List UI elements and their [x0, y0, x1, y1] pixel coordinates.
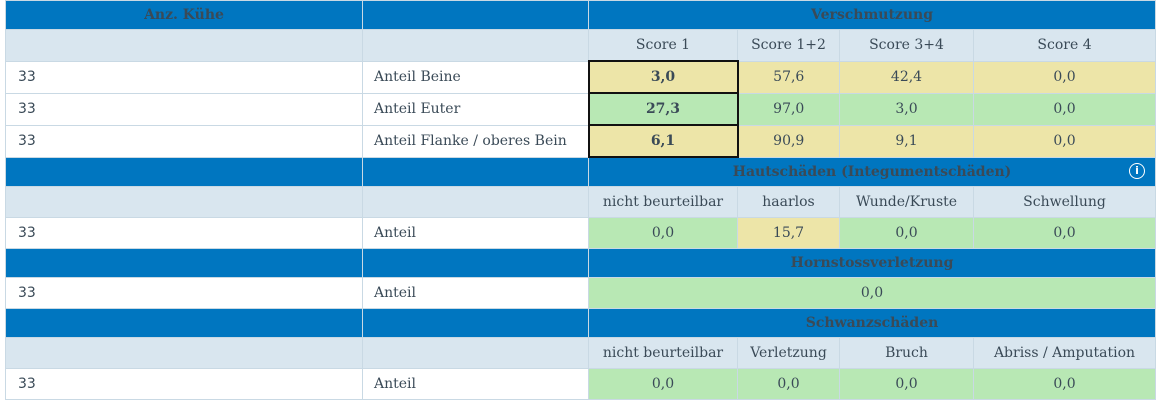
value-cell: 0,0	[839, 368, 974, 400]
table-row: 33 Anteil 0,0 0,0 0,0 0,0	[5, 368, 1157, 400]
value-cell: 0,0	[588, 217, 738, 249]
section-title-hautschaeden: Hautschäden (Integumentschäden) i	[587, 156, 1157, 187]
value-cell: 0,0	[972, 60, 1157, 94]
header-row-hornstoss: Hornstossverletzung	[5, 248, 1157, 278]
table-row: 33 Anteil 0,0 15,7 0,0 0,0	[5, 217, 1157, 249]
row-label: Anteil Flanke / oberes Bein	[362, 124, 589, 158]
value-cell: 27,3	[587, 92, 739, 126]
value-cell: 0,0	[839, 217, 974, 249]
row-label: Anteil	[362, 277, 589, 309]
value-cell: 0,0	[972, 124, 1157, 158]
table-row: 33 Anteil Euter 27,3 97,0 3,0 0,0	[5, 92, 1157, 126]
subheader-score-1: Score 1	[588, 29, 738, 62]
subheader-score-1-2: Score 1+2	[737, 29, 840, 62]
value-cell: 0,0	[972, 92, 1157, 126]
table-row: 33 Anteil Beine 3,0 57,6 42,4 0,0	[5, 60, 1157, 94]
info-icon[interactable]: i	[1129, 163, 1146, 179]
value-cell: 9,1	[839, 124, 974, 158]
value-cell: 0,0	[587, 277, 1157, 309]
subheader-verletzung: Verletzung	[737, 337, 840, 369]
subheader-row-schwanz: nicht beurteilbar Verletzung Bruch Abris…	[5, 337, 1157, 369]
value-cell: 42,4	[839, 60, 974, 94]
value-cell: 6,1	[587, 124, 739, 158]
subheader-schwellung: Schwellung	[972, 186, 1157, 218]
subheader-bruch: Bruch	[839, 337, 974, 369]
section-title-verschmutzung: Verschmutzung	[587, 0, 1157, 30]
value-cell: 0,0	[972, 368, 1157, 400]
value-cell: 0,0	[737, 368, 840, 400]
subheader-row-hautschaeden: nicht beurteilbar haarlos Wunde/Kruste S…	[5, 186, 1157, 218]
value-cell: 3,0	[839, 92, 974, 126]
subheader-abriss-amputation: Abriss / Amputation	[972, 337, 1157, 369]
subheader-score-4: Score 4	[972, 29, 1157, 62]
section-title-hornstoss: Hornstossverletzung	[587, 248, 1157, 278]
value-cell: 3,0	[587, 60, 739, 94]
header-anz-kuehe: Anz. Kühe	[5, 0, 363, 30]
section-title-schwanz: Schwanzschäden	[587, 308, 1157, 338]
section-title-text: Hautschäden (Integumentschäden)	[732, 164, 1012, 180]
value-cell: 90,9	[737, 124, 840, 158]
subheader-row-verschmutzung: Score 1 Score 1+2 Score 3+4 Score 4	[5, 29, 1157, 62]
row-label: Anteil Euter	[362, 92, 589, 126]
value-cell: 97,0	[737, 92, 840, 126]
cow-count: 33	[5, 92, 363, 126]
cow-count: 33	[5, 277, 363, 309]
subheader-nicht-beurteilbar: nicht beurteilbar	[588, 337, 738, 369]
header-row-schwanz: Schwanzschäden	[5, 308, 1157, 338]
value-cell: 57,6	[737, 60, 840, 94]
row-label: Anteil	[362, 217, 589, 249]
subheader-nicht-beurteilbar: nicht beurteilbar	[588, 186, 738, 218]
value-cell: 0,0	[588, 368, 738, 400]
header-row-verschmutzung: Anz. Kühe Verschmutzung	[5, 0, 1157, 30]
table-row: 33 Anteil 0,0	[5, 277, 1157, 309]
table-row: 33 Anteil Flanke / oberes Bein 6,1 90,9 …	[5, 124, 1157, 158]
subheader-score-3-4: Score 3+4	[839, 29, 974, 62]
row-label: Anteil	[362, 368, 589, 400]
value-cell: 15,7	[737, 217, 840, 249]
subheader-haarlos: haarlos	[737, 186, 840, 218]
cow-count: 33	[5, 60, 363, 94]
header-row-hautschaeden: Hautschäden (Integumentschäden) i	[5, 156, 1157, 187]
cow-count: 33	[5, 217, 363, 249]
value-cell: 0,0	[972, 217, 1157, 249]
header-empty	[362, 0, 589, 30]
cow-count: 33	[5, 368, 363, 400]
row-label: Anteil Beine	[362, 60, 589, 94]
subheader-wunde-kruste: Wunde/Kruste	[839, 186, 974, 218]
cow-count: 33	[5, 124, 363, 158]
results-table: Anz. Kühe Verschmutzung Score 1 Score 1+…	[5, 0, 1157, 400]
